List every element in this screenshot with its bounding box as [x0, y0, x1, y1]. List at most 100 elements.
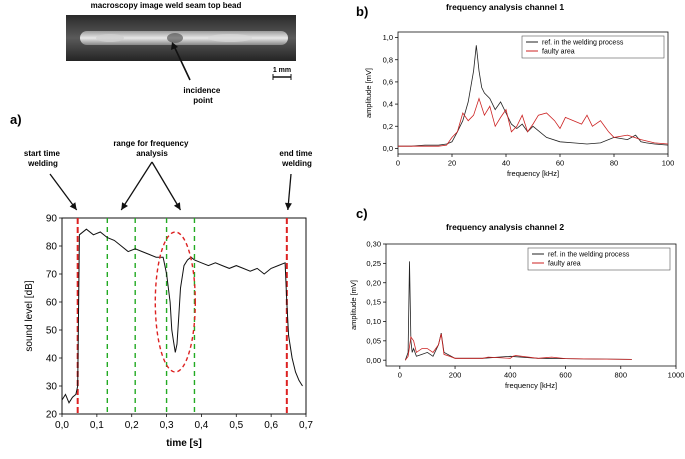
- y-tick-label: 0,15: [366, 298, 381, 307]
- x-tick-label: 80: [610, 159, 618, 168]
- legend: ref. in the welding process faulty area: [521, 35, 665, 59]
- seam-highlight: [208, 34, 252, 42]
- x-tick-label: 0,3: [160, 420, 174, 431]
- series-line: [61, 228, 303, 404]
- range-annotation-line-2: analysis: [136, 149, 168, 158]
- start-annotation-line-2: welding: [27, 159, 58, 168]
- x-axis-label: time [s]: [166, 438, 202, 449]
- x-tick-label: 200: [449, 371, 462, 380]
- legend-entry: faulty area: [548, 261, 581, 268]
- faulty-region-ellipse: [154, 231, 196, 373]
- y-tick-label: 0,10: [366, 317, 381, 326]
- x-tick-label: 0,2: [125, 420, 139, 431]
- end-annotation-line-2: welding: [281, 159, 312, 168]
- incidence-spot: [167, 33, 183, 43]
- seam-highlight: [96, 34, 124, 42]
- y-tick-label: 50: [46, 326, 58, 337]
- panel-c-frequency-channel-2: c) frequency analysis channel 2 0 200 400 6…: [349, 206, 684, 390]
- x-tick-label: 20: [448, 159, 456, 168]
- callout-arrow: [173, 45, 191, 81]
- callout-label: incidence point: [183, 86, 222, 105]
- y-axis-label: amplitude [mV]: [349, 280, 358, 330]
- legend: ref. in the welding process faulty area: [527, 247, 671, 271]
- y-tick-label: 80: [46, 242, 58, 253]
- panel-b-title: frequency analysis channel 1: [446, 2, 564, 12]
- y-tick-label: 1,0: [383, 33, 393, 42]
- y-tick-label: 30: [46, 382, 58, 393]
- y-tick-label: 0,0: [383, 144, 393, 153]
- x-axis-ticks: 0 200 400 600 800 1000: [398, 366, 684, 380]
- y-tick-label: 0,2: [383, 122, 393, 131]
- panel-b-label: b): [356, 4, 368, 19]
- x-tick-label: 600: [559, 371, 572, 380]
- y-axis-label: amplitude [mV]: [364, 68, 373, 118]
- plot-frame: [61, 217, 307, 415]
- y-axis-ticks: 20 30 40 50 60 70 80 90: [46, 214, 62, 421]
- end-annotation-line-1: end time: [279, 149, 312, 158]
- legend-entry: ref. in the welding process: [542, 40, 624, 47]
- y-tick-label: 40: [46, 354, 58, 365]
- annotation-arrowhead: [121, 202, 128, 210]
- series-line: [398, 97, 669, 147]
- annotation-arrowhead: [69, 202, 77, 210]
- panel-a-sound-level: a) range for frequency analysis start ti…: [10, 112, 313, 449]
- y-tick-label: 0,25: [366, 259, 381, 268]
- y-tick-label: 0,05: [366, 336, 381, 345]
- y-tick-label: 90: [46, 214, 58, 225]
- x-tick-label: 0,6: [264, 420, 278, 431]
- series-group: [404, 261, 632, 361]
- y-tick-label: 70: [46, 270, 58, 281]
- x-tick-label: 0: [396, 159, 400, 168]
- x-axis-label: frequency [kHz]: [505, 381, 557, 390]
- x-tick-label: 0,5: [229, 420, 243, 431]
- range-annotation: range for frequency analysis: [113, 139, 190, 158]
- panel-c-title: frequency analysis channel 2: [446, 222, 564, 232]
- y-axis-ticks: 0,0 0,2 0,4 0,6 0,8 1,0: [383, 33, 398, 153]
- x-tick-label: 0,4: [194, 420, 208, 431]
- panel-a-label: a): [10, 112, 22, 127]
- y-tick-label: 0,4: [383, 100, 393, 109]
- annotation-arrow: [151, 161, 182, 211]
- panel-b-frequency-channel-1: b) frequency analysis channel 1 0 20 40 60 8…: [356, 2, 674, 178]
- x-tick-label: 0,7: [299, 420, 313, 431]
- start-annotation: start time welding: [24, 149, 62, 168]
- y-tick-label: 60: [46, 298, 58, 309]
- x-tick-label: 100: [662, 159, 675, 168]
- legend-entry: ref. in the welding process: [548, 252, 630, 259]
- range-annotation-line-1: range for frequency: [113, 139, 189, 148]
- plot-frame: [385, 243, 677, 367]
- x-axis-label: frequency [kHz]: [507, 169, 559, 178]
- legend-entry: faulty area: [542, 49, 575, 56]
- callout-arrowhead: [171, 42, 178, 50]
- y-tick-label: 0,8: [383, 55, 393, 64]
- scale-label: 1 mm: [273, 67, 291, 74]
- series-line: [404, 333, 632, 361]
- series-group: [398, 45, 669, 147]
- photo-title: macroscopy image weld seam top bead: [91, 1, 242, 10]
- panel-c-label: c): [356, 206, 368, 221]
- y-axis-label: sound level [dB]: [24, 280, 35, 351]
- legend-box: [521, 35, 665, 59]
- annotation-arrowhead: [284, 202, 292, 210]
- callout-label-line-1: incidence: [183, 86, 220, 95]
- x-tick-label: 400: [504, 371, 517, 380]
- y-tick-label: 0,6: [383, 78, 393, 87]
- y-tick-label: 0,20: [366, 278, 381, 287]
- x-tick-label: 0: [398, 371, 402, 380]
- callout-label-line-2: point: [193, 96, 213, 105]
- start-annotation-line-1: start time: [24, 149, 61, 158]
- x-tick-label: 0,1: [90, 420, 104, 431]
- x-axis-ticks: 0,0 0,1 0,2 0,3 0,4 0,5 0,6 0,7: [55, 414, 313, 431]
- series-line: [404, 261, 632, 361]
- y-tick-label: 20: [46, 410, 58, 421]
- x-axis-ticks: 0 20 40 60 80 100: [396, 154, 674, 168]
- annotation-arrow: [49, 173, 78, 211]
- x-tick-label: 60: [556, 159, 564, 168]
- macroscopy-photo: macroscopy image weld seam top bead inci…: [66, 1, 296, 105]
- legend-box: [527, 247, 671, 271]
- y-axis-ticks: 0,00 0,05 0,10 0,15 0,20 0,25 0,30: [366, 240, 386, 365]
- annotation-arrows: [49, 161, 292, 211]
- plot-frame: [397, 31, 669, 155]
- annotation-arrow: [120, 161, 153, 211]
